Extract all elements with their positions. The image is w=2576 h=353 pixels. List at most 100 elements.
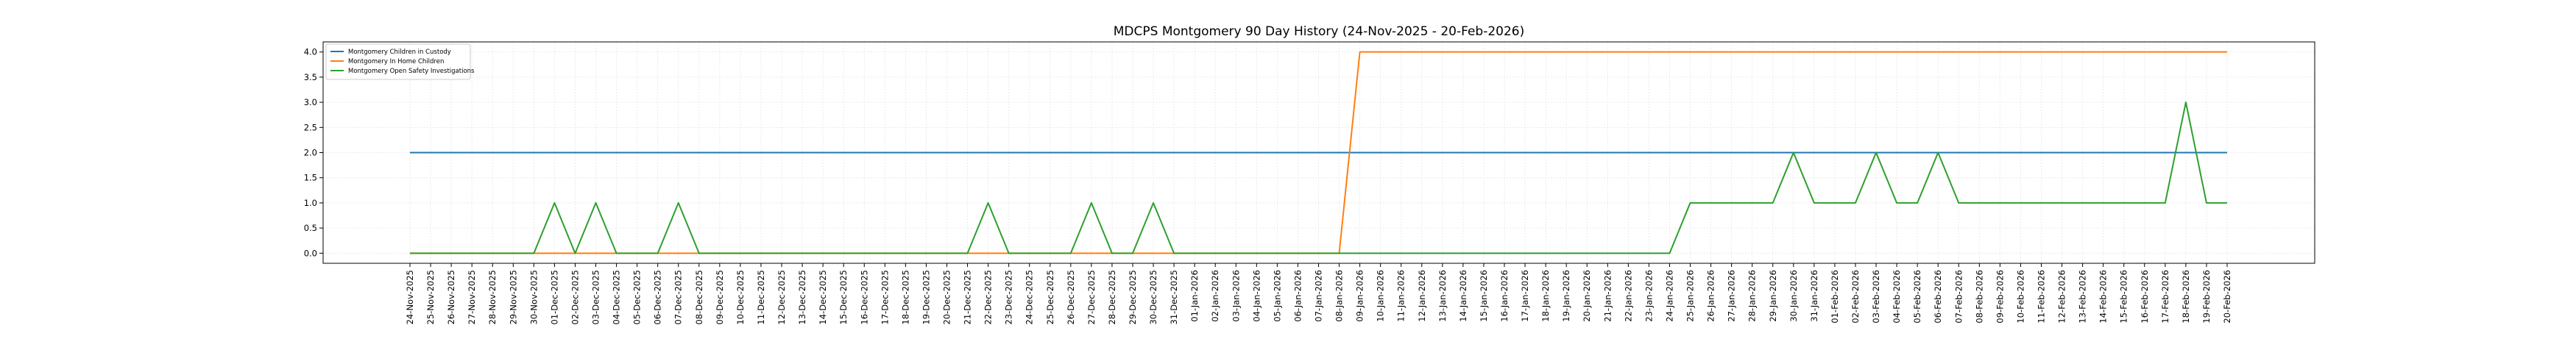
x-tick-label: 10-Dec-2025 [735,270,746,324]
x-tick-label: 11-Dec-2025 [756,270,766,324]
x-tick-label: 07-Dec-2025 [673,270,684,324]
x-tick-label: 08-Dec-2025 [694,270,704,324]
x-tick-label: 12-Jan-2026 [1417,270,1427,322]
x-tick-label: 08-Jan-2026 [1334,270,1345,322]
x-tick-label: 25-Jan-2026 [1685,270,1696,322]
x-tick-label: 08-Feb-2026 [1974,270,1984,324]
chart-title: MDCPS Montgomery 90 Day History (24-Nov-… [1114,24,1525,39]
x-tick-label: 20-Dec-2025 [941,270,952,324]
x-tick-label: 03-Dec-2025 [591,270,601,324]
y-tick-label: 2.5 [304,122,317,132]
y-tick-label: 0.0 [304,248,317,258]
x-tick-label: 19-Feb-2026 [2201,270,2212,324]
x-tick-label: 31-Jan-2026 [1809,270,1819,322]
legend-label: Montgomery In Home Children [348,58,444,65]
x-tick-label: 01-Dec-2025 [549,270,559,324]
x-tick-label: 04-Dec-2025 [612,270,622,324]
y-tick-label: 4.0 [304,47,317,57]
x-tick-label: 21-Jan-2026 [1602,270,1613,322]
y-axis: 0.0 0.5 1.0 1.5 2.0 2.5 3.0 3.5 4.0 [304,47,323,258]
x-tick-label: 18-Feb-2026 [2181,270,2191,324]
x-tick-label: 16-Jan-2026 [1499,270,1510,322]
x-tick-label: 15-Dec-2025 [838,270,849,324]
x-tick-label: 15-Jan-2026 [1479,270,1489,322]
x-tick-label: 16-Feb-2026 [2140,270,2150,324]
x-tick-label: 21-Dec-2025 [963,270,973,324]
x-tick-label: 30-Nov-2025 [528,270,539,324]
x-tick-label: 20-Feb-2026 [2222,270,2232,324]
x-tick-label: 04-Jan-2026 [1251,270,1262,322]
x-tick-label: 06-Dec-2025 [653,270,663,324]
x-tick-label: 18-Dec-2025 [900,270,910,324]
x-tick-label: 18-Jan-2026 [1540,270,1551,322]
x-tick-label: 27-Jan-2026 [1727,270,1737,322]
x-tick-label: 29-Nov-2025 [508,270,518,324]
x-tick-label: 05-Jan-2026 [1272,270,1282,322]
x-tick-label: 28-Dec-2025 [1107,270,1117,324]
x-tick-label: 29-Jan-2026 [1768,270,1778,322]
x-tick-label: 26-Jan-2026 [1706,270,1716,322]
x-tick-label: 02-Dec-2025 [570,270,580,324]
x-tick-label: 11-Feb-2026 [2036,270,2046,324]
x-tick-label: 10-Feb-2026 [2015,270,2025,324]
x-tick-label: 27-Dec-2025 [1086,270,1097,324]
legend-frame [325,43,471,80]
x-tick-label: 12-Feb-2026 [2057,270,2067,324]
x-tick-label: 16-Dec-2025 [859,270,869,324]
x-tick-label: 03-Feb-2026 [1871,270,1881,324]
x-tick-label: 02-Jan-2026 [1210,270,1220,322]
series-line-3 [410,101,2227,254]
x-tick-label: 06-Jan-2026 [1292,270,1303,322]
x-tick-label: 13-Jan-2026 [1437,270,1448,322]
x-tick-label: 22-Dec-2025 [983,270,994,324]
x-tick-label: 03-Jan-2026 [1231,270,1241,322]
x-tick-label: 12-Dec-2025 [776,270,787,324]
x-tick-label: 22-Jan-2026 [1623,270,1633,322]
x-tick-label: 25-Nov-2025 [425,270,436,324]
x-tick-label: 04-Feb-2026 [1892,270,1902,324]
y-tick-label: 1.5 [304,173,317,183]
y-tick-label: 1.0 [304,198,317,208]
x-tick-label: 06-Feb-2026 [1933,270,1943,324]
x-tick-label: 31-Dec-2025 [1169,270,1179,324]
y-tick-label: 0.5 [304,223,317,233]
x-tick-label: 09-Dec-2025 [715,270,725,324]
x-tick-label: 14-Feb-2026 [2098,270,2109,324]
x-tick-label: 17-Jan-2026 [1520,270,1530,322]
x-tick-label: 24-Dec-2025 [1025,270,1035,324]
x-tick-label: 10-Jan-2026 [1376,270,1386,322]
x-tick-label: 14-Jan-2026 [1458,270,1468,322]
x-tick-label: 28-Nov-2025 [487,270,498,324]
y-tick-label: 2.0 [304,148,317,158]
x-tick-label: 09-Jan-2026 [1355,270,1365,322]
series-layer [410,51,2227,254]
y-tick-label: 3.5 [304,72,317,82]
x-tick-label: 17-Dec-2025 [880,270,890,324]
x-tick-label: 28-Jan-2026 [1747,270,1758,322]
x-tick-label: 23-Dec-2025 [1004,270,1014,324]
plot-area [322,41,2315,264]
x-tick-label: 23-Jan-2026 [1643,270,1654,322]
x-tick-label: 13-Dec-2025 [797,270,807,324]
legend-label: Montgomery Open Safety Investigations [348,68,475,75]
x-tick-label: 24-Nov-2025 [405,270,415,324]
legend: Montgomery Children in Custody Montgomery… [325,43,475,80]
x-tick-label: 07-Jan-2026 [1314,270,1324,322]
x-tick-label: 27-Nov-2025 [467,270,477,324]
x-tick-label: 20-Jan-2026 [1582,270,1592,322]
x-axis: 24-Nov-2025 25-Nov-2025 26-Nov-2025 27-Nov-… [405,263,2232,324]
x-tick-label: 19-Dec-2025 [921,270,931,324]
x-tick-label: 15-Feb-2026 [2119,270,2129,324]
x-tick-label: 13-Feb-2026 [2078,270,2088,324]
x-tick-label: 05-Dec-2025 [632,270,643,324]
x-tick-label: 17-Feb-2026 [2160,270,2170,324]
x-tick-label: 29-Dec-2025 [1128,270,1138,324]
x-tick-label: 14-Dec-2025 [818,270,828,324]
x-tick-label: 26-Dec-2025 [1066,270,1076,324]
x-tick-label: 19-Jan-2026 [1561,270,1571,322]
x-tick-label: 30-Dec-2025 [1148,270,1158,324]
x-tick-label: 25-Dec-2025 [1045,270,1055,324]
x-tick-label: 26-Nov-2025 [446,270,456,324]
x-tick-label: 24-Jan-2026 [1664,270,1674,322]
